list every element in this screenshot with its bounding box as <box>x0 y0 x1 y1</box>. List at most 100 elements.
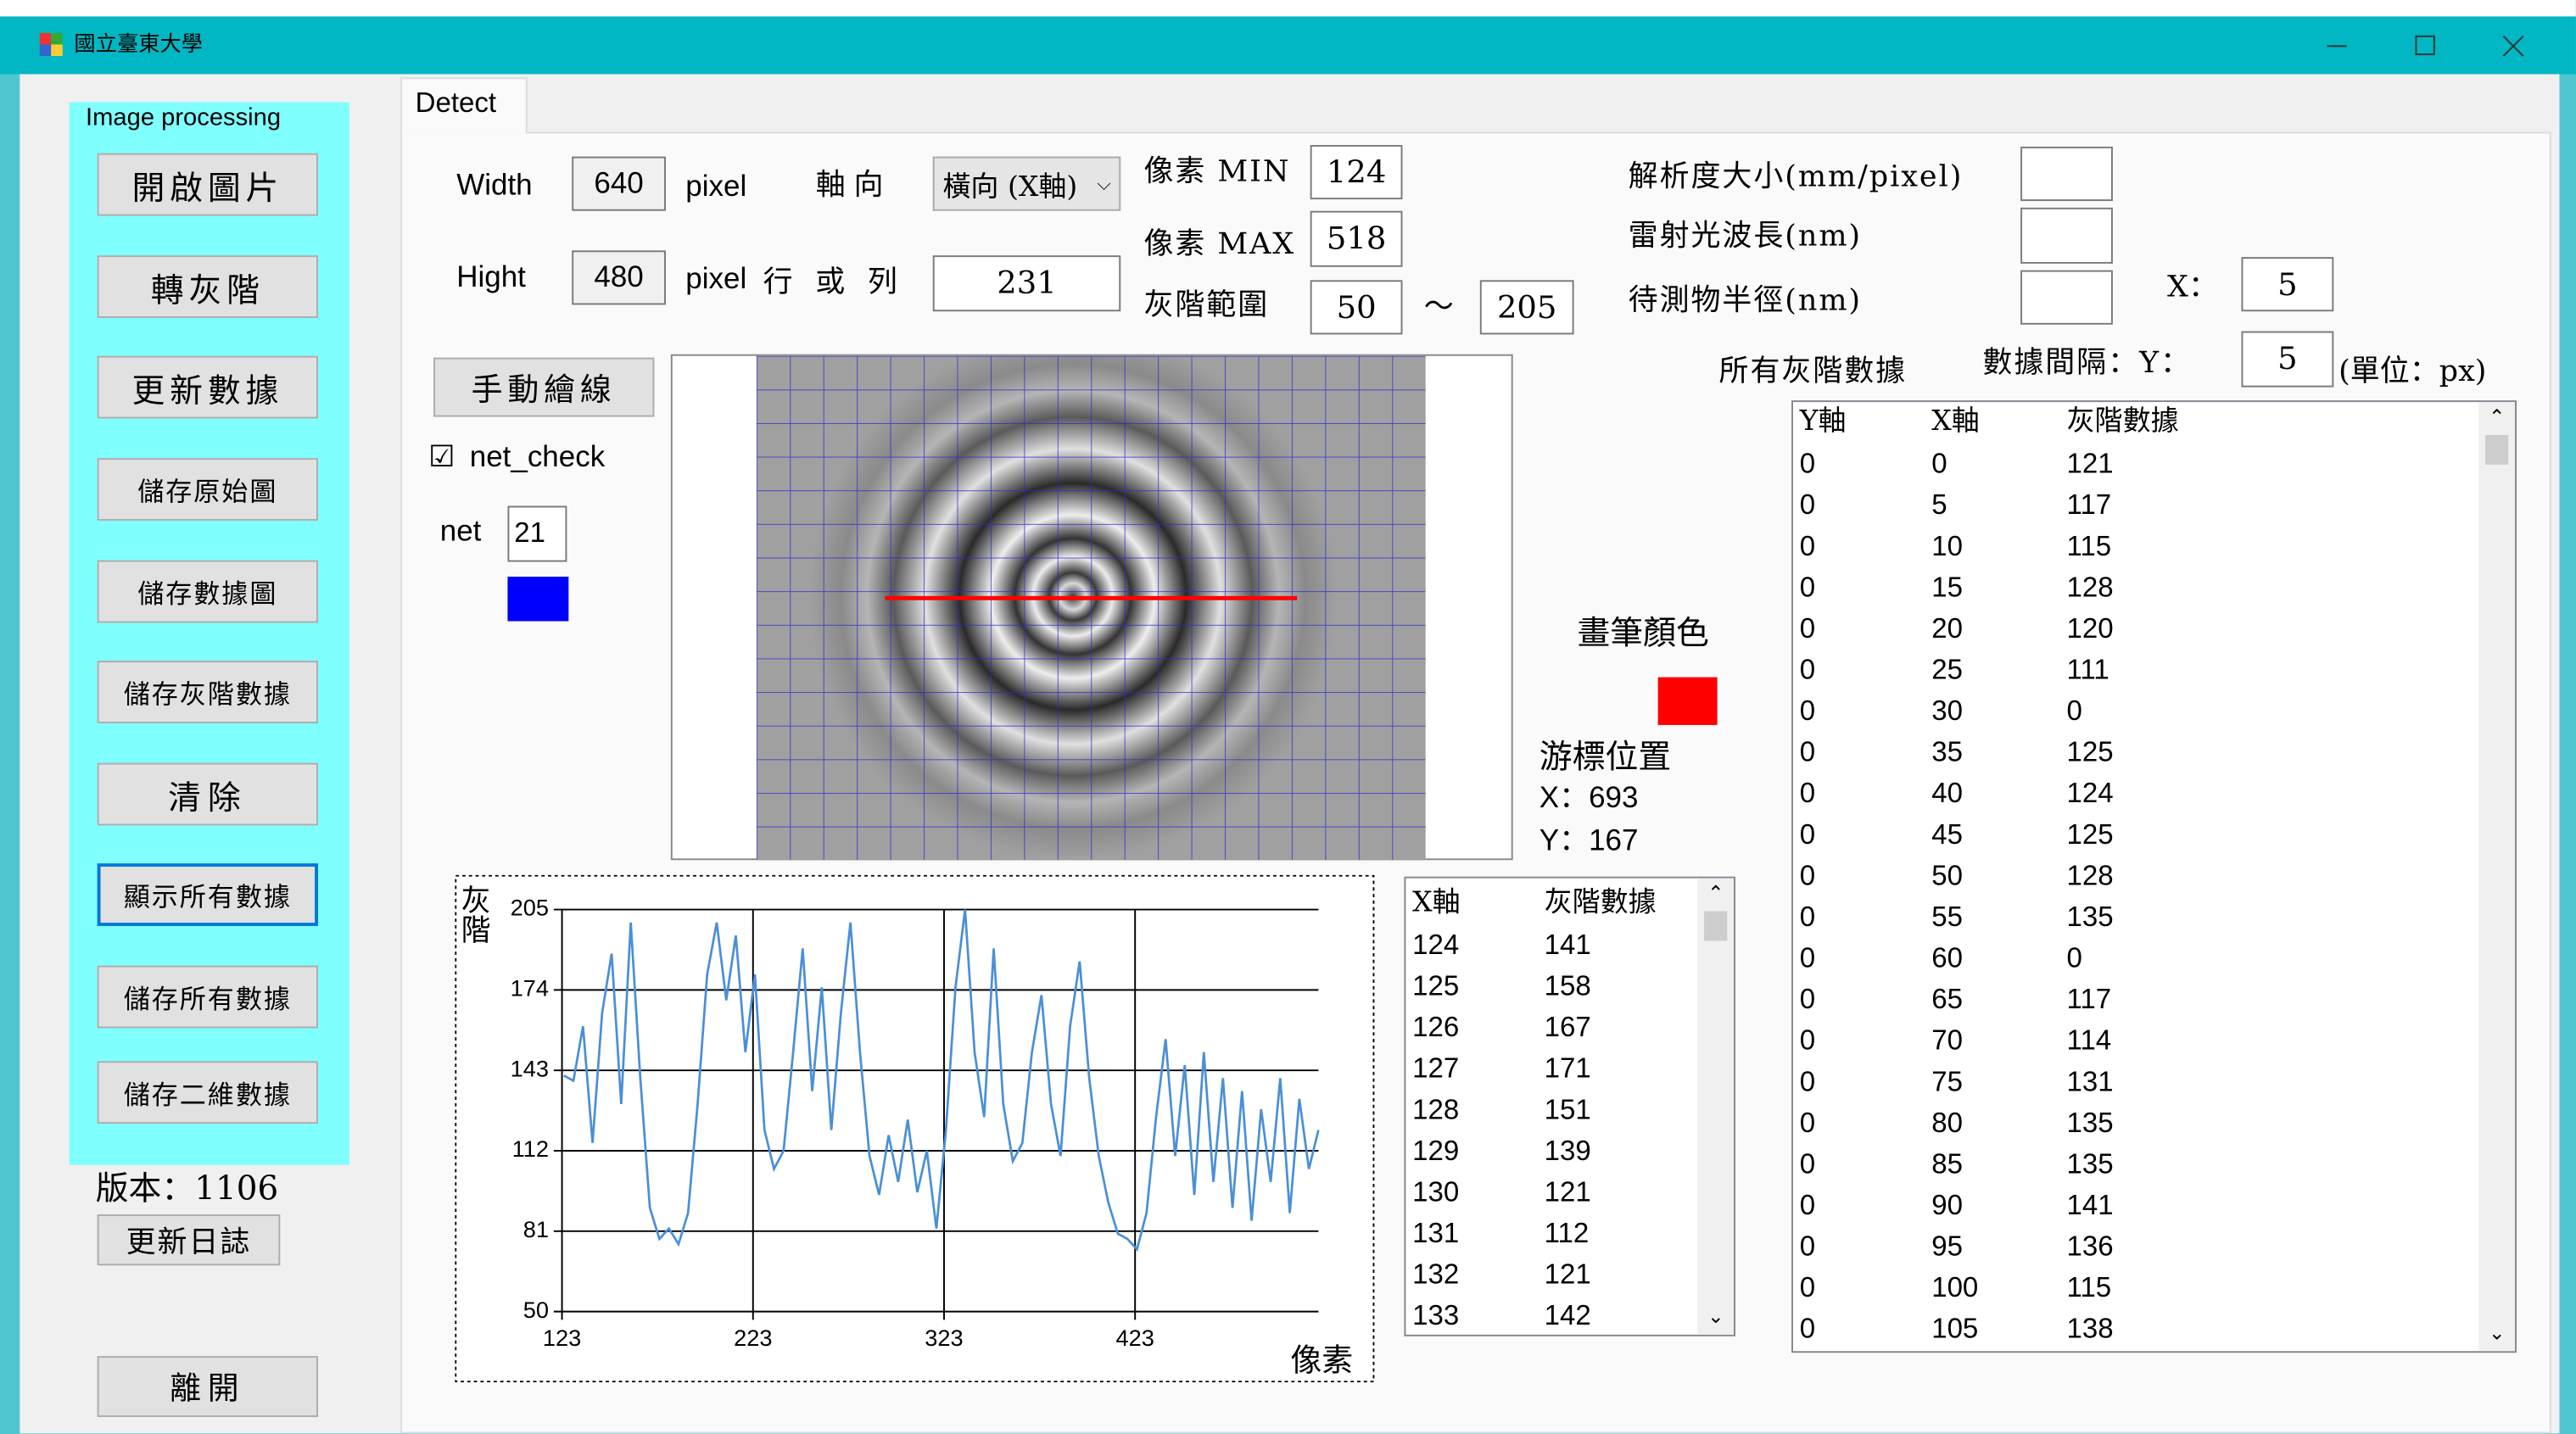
x-axis-label: 像素 <box>1290 1342 1353 1378</box>
scroll-down[interactable]: ⌄ <box>1707 1305 1724 1328</box>
table-cell: 117 <box>2067 484 2112 526</box>
table-cell: 138 <box>2067 1308 2114 1350</box>
top-strip <box>0 0 2576 16</box>
table-cell: 125 <box>2067 814 2114 856</box>
sidebar-button[interactable]: 顯示所有數據 <box>98 863 318 926</box>
pixel-max-input[interactable]: 518 <box>1310 211 1403 267</box>
sidebar-button[interactable]: 轉灰階 <box>98 255 318 318</box>
x-tick-label: 423 <box>1116 1325 1154 1351</box>
table-cell: 112 <box>1545 1213 1590 1254</box>
window-controls[interactable] <box>2307 23 2538 69</box>
table-cell: 105 <box>1931 1308 1978 1350</box>
table-cell: 10 <box>1931 526 1963 567</box>
column-header: 灰階數據 <box>2067 402 2179 444</box>
checkbox[interactable]: ☑ <box>428 437 455 477</box>
scrollbar[interactable]: ⌃⌄ <box>1697 879 1734 1335</box>
resolution-input[interactable] <box>2020 147 2113 201</box>
changelog-button[interactable]: 更新日誌 <box>98 1214 281 1265</box>
table-cell: 0 <box>1800 1020 1815 1062</box>
y-tick-label: 50 <box>523 1297 549 1323</box>
table-cell: 167 <box>1545 1007 1591 1048</box>
gray-min-input[interactable]: 50 <box>1310 280 1403 334</box>
interval-y-input[interactable]: 5 <box>2241 332 2333 388</box>
table-cell: 85 <box>1931 1143 1963 1185</box>
table-cell: 0 <box>1800 814 1815 856</box>
table-cell: 60 <box>1931 938 1963 979</box>
table-cell: 128 <box>2067 855 2114 896</box>
table-cell: 141 <box>1545 924 1591 966</box>
sidebar-button[interactable]: 儲存原始圖 <box>98 458 318 521</box>
label: 游標位置 <box>1539 737 1671 777</box>
table-cell: 0 <box>1800 773 1815 814</box>
table-cell: 20 <box>1931 608 1963 650</box>
diffraction-image <box>757 356 1426 861</box>
height-field: 480 <box>572 250 666 304</box>
label: pixel <box>685 166 746 206</box>
sidebar-button[interactable]: 開啟圖片 <box>98 153 318 216</box>
x-tick-label: 123 <box>543 1325 581 1351</box>
interval-x-input[interactable]: 5 <box>2241 257 2333 311</box>
scroll-up[interactable]: ⌃ <box>2489 405 2506 428</box>
sidebar-button[interactable]: 儲存二維數據 <box>98 1061 318 1124</box>
y-tick-label: 112 <box>512 1135 549 1162</box>
cursor-y: Y：167 <box>1539 821 1639 861</box>
net-input[interactable]: 21 <box>507 506 567 562</box>
axis-dropdown[interactable]: 橫向 (X軸)⌵ <box>933 157 1121 211</box>
table-cell: 125 <box>1412 966 1459 1007</box>
sidebar-button[interactable]: 儲存數據圖 <box>98 561 318 623</box>
tab-label[interactable]: Detect <box>416 84 496 124</box>
table-cell: 131 <box>1412 1213 1459 1254</box>
table-cell: 0 <box>1800 1308 1815 1350</box>
scroll-up[interactable]: ⌃ <box>1707 882 1724 905</box>
sidebar-button[interactable]: 清除 <box>98 763 318 826</box>
radius-input[interactable] <box>2020 271 2113 325</box>
column-header: 灰階數據 <box>1545 883 1657 924</box>
sidebar-button[interactable]: 儲存所有數據 <box>98 966 318 1029</box>
label: pixel <box>685 259 746 299</box>
table-cell: 0 <box>1800 1143 1815 1185</box>
sidebar-button[interactable]: 更新數據 <box>98 356 318 419</box>
wavelength-input[interactable] <box>2020 208 2113 264</box>
table-cell: 15 <box>1931 566 1963 608</box>
page: {"window":{"title":"國立臺東大學"}, "sidebar":… <box>0 0 2576 1434</box>
gray-max-input[interactable]: 205 <box>1480 280 1574 334</box>
pixel-min-input[interactable]: 124 <box>1310 145 1403 199</box>
table-cell: 120 <box>2067 608 2114 650</box>
label: Width <box>456 165 532 204</box>
scroll-down[interactable]: ⌄ <box>2489 1321 2506 1344</box>
table-cell: 0 <box>1800 1102 1815 1144</box>
table-cell: 139 <box>1545 1130 1591 1172</box>
table-cell: 127 <box>1412 1048 1459 1090</box>
label: 雷射光波長(nm) <box>1629 217 1862 257</box>
table-cell: 135 <box>2067 896 2114 938</box>
label: 灰階範圍 <box>1143 287 1269 326</box>
column-header: X軸 <box>1412 883 1461 924</box>
table-cell: 124 <box>2067 773 2114 814</box>
exit-button[interactable]: 離開 <box>98 1356 318 1417</box>
table-cell: 128 <box>1412 1089 1459 1130</box>
scrollbar[interactable]: ⌃⌄ <box>2478 402 2515 1351</box>
table-cell: 40 <box>1931 773 1963 814</box>
label: 畫筆顏色 <box>1577 613 1708 653</box>
scroll-thumb[interactable] <box>2485 435 2508 465</box>
table-cell: 0 <box>1800 526 1815 567</box>
app: 國立臺東大學 Image processing 開啟圖片轉灰階更新數據儲存原始圖… <box>0 0 2576 1433</box>
label: 數據間隔：Y： <box>1982 344 2192 384</box>
pen-color-swatch[interactable] <box>1658 678 1718 725</box>
scroll-thumb[interactable] <box>1704 911 1727 940</box>
row-col-input[interactable]: 231 <box>933 255 1121 311</box>
net-color-swatch[interactable] <box>507 577 568 621</box>
table-cell: 125 <box>2067 732 2114 773</box>
label: 待測物半徑(nm) <box>1629 282 1862 321</box>
label: 軸向 <box>816 166 891 206</box>
checkbox-label[interactable]: net_check <box>470 437 605 477</box>
manual-draw-button[interactable]: 手動繪線 <box>433 358 654 417</box>
table-cell: 0 <box>1800 938 1815 979</box>
sidebar-button[interactable]: 儲存灰階數據 <box>98 661 318 723</box>
table-cell: 142 <box>1545 1295 1591 1336</box>
table-cell: 128 <box>2067 566 2114 608</box>
table-cell: 50 <box>1931 855 1963 896</box>
label: (單位：px) <box>2339 353 2486 393</box>
